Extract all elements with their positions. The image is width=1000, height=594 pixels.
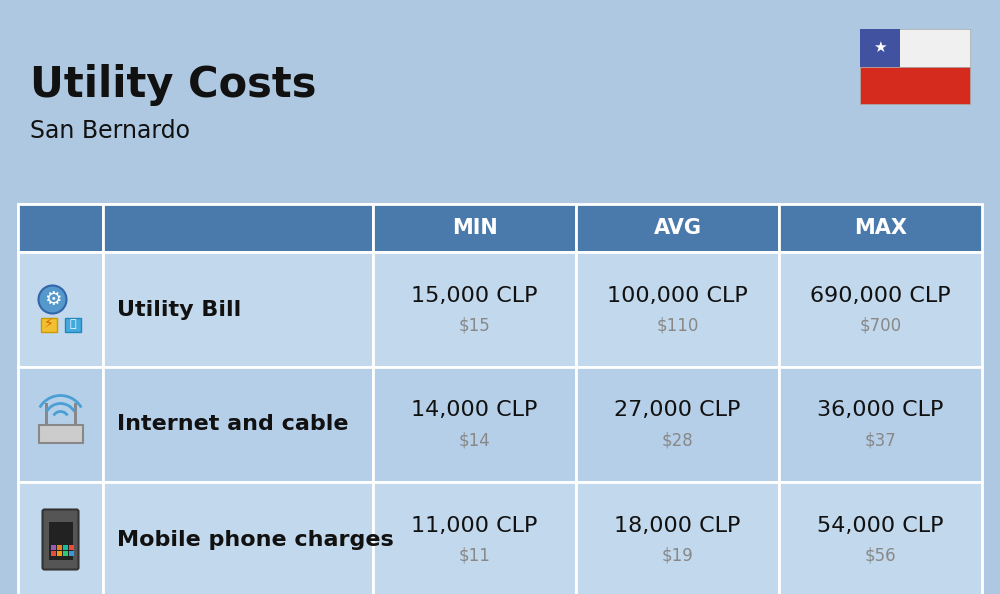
Bar: [18, 204, 103, 252]
Text: $11: $11: [459, 546, 490, 564]
Text: 27,000 CLP: 27,000 CLP: [614, 400, 741, 421]
Bar: [779, 252, 982, 367]
FancyBboxPatch shape: [42, 510, 78, 570]
Text: $19: $19: [662, 546, 693, 564]
Text: $56: $56: [865, 546, 896, 564]
Bar: [56, 551, 62, 555]
Bar: [860, 67, 970, 104]
Bar: [50, 545, 56, 549]
Text: ⚙: ⚙: [44, 290, 61, 309]
Bar: [64, 318, 80, 331]
Text: $110: $110: [656, 317, 699, 334]
Text: Internet and cable: Internet and cable: [117, 415, 349, 434]
Bar: [56, 545, 62, 549]
Text: San Bernardo: San Bernardo: [30, 119, 190, 143]
Bar: [103, 367, 373, 482]
Bar: [860, 29, 970, 67]
Bar: [68, 545, 74, 549]
Bar: [103, 482, 373, 594]
Bar: [68, 551, 74, 555]
Text: ⚡: ⚡: [44, 318, 53, 331]
Bar: [779, 482, 982, 594]
Bar: [48, 522, 72, 560]
Text: $15: $15: [459, 317, 490, 334]
Bar: [576, 482, 779, 594]
Bar: [103, 252, 373, 367]
Text: 18,000 CLP: 18,000 CLP: [614, 516, 741, 536]
Bar: [62, 551, 68, 555]
Bar: [50, 551, 56, 555]
Bar: [860, 29, 900, 67]
Text: $700: $700: [859, 317, 902, 334]
Text: MAX: MAX: [854, 218, 907, 238]
Bar: [18, 482, 103, 594]
Text: 💧: 💧: [69, 320, 76, 330]
Bar: [576, 252, 779, 367]
Bar: [103, 204, 373, 252]
Circle shape: [38, 286, 66, 314]
Bar: [576, 367, 779, 482]
Bar: [373, 204, 576, 252]
Bar: [18, 367, 103, 482]
Text: 11,000 CLP: 11,000 CLP: [411, 516, 538, 536]
Bar: [40, 318, 56, 331]
Text: $37: $37: [865, 431, 896, 450]
Text: MIN: MIN: [452, 218, 497, 238]
Text: 100,000 CLP: 100,000 CLP: [607, 286, 748, 305]
Bar: [373, 482, 576, 594]
Bar: [18, 252, 103, 367]
Text: $14: $14: [459, 431, 490, 450]
Text: Mobile phone charges: Mobile phone charges: [117, 529, 394, 549]
Text: 36,000 CLP: 36,000 CLP: [817, 400, 944, 421]
Bar: [62, 545, 68, 549]
Bar: [38, 425, 82, 443]
Bar: [779, 204, 982, 252]
Text: AVG: AVG: [654, 218, 702, 238]
Text: 690,000 CLP: 690,000 CLP: [810, 286, 951, 305]
Text: 15,000 CLP: 15,000 CLP: [411, 286, 538, 305]
Bar: [779, 367, 982, 482]
Text: Utility Costs: Utility Costs: [30, 64, 316, 106]
Text: Utility Bill: Utility Bill: [117, 299, 241, 320]
Bar: [373, 252, 576, 367]
Bar: [44, 403, 48, 425]
Bar: [74, 403, 76, 425]
Text: ★: ★: [873, 40, 887, 55]
Bar: [373, 367, 576, 482]
Bar: [18, 204, 373, 252]
Text: 54,000 CLP: 54,000 CLP: [817, 516, 944, 536]
Text: 14,000 CLP: 14,000 CLP: [411, 400, 538, 421]
Bar: [576, 204, 779, 252]
Text: $28: $28: [662, 431, 693, 450]
